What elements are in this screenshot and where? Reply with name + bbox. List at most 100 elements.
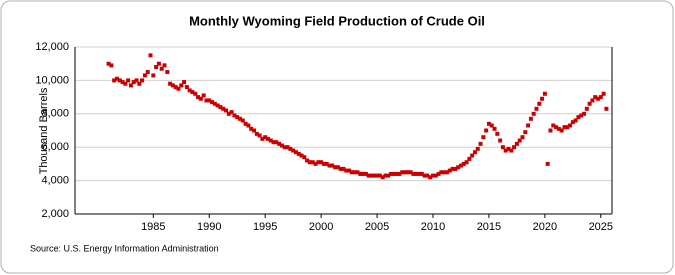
point — [305, 158, 310, 163]
y-tick-label: 12,000 — [35, 41, 69, 53]
point — [310, 160, 315, 165]
point — [201, 93, 206, 98]
point — [598, 95, 603, 100]
point — [221, 106, 226, 111]
point — [408, 170, 413, 175]
point — [528, 116, 533, 121]
point — [338, 166, 343, 171]
point — [363, 171, 368, 176]
point — [142, 73, 147, 78]
point — [380, 175, 385, 180]
point — [453, 166, 458, 171]
y-tick-label: 4,000 — [41, 175, 69, 187]
point — [134, 78, 139, 83]
point — [520, 135, 525, 140]
point — [190, 90, 195, 95]
point — [526, 123, 531, 128]
point — [478, 141, 483, 146]
point — [106, 61, 111, 66]
point — [352, 170, 357, 175]
point — [327, 163, 332, 168]
point — [517, 138, 522, 143]
point — [604, 106, 609, 111]
point — [260, 136, 265, 141]
x-tick-label: 2015 — [477, 221, 501, 233]
point — [470, 153, 475, 158]
point — [254, 131, 259, 136]
point — [358, 171, 363, 176]
point — [173, 85, 178, 90]
y-axis-label: Thousand Barrels — [38, 87, 50, 174]
point — [492, 126, 497, 131]
point — [422, 173, 427, 178]
x-tick-label: 2010 — [421, 221, 445, 233]
point — [565, 125, 570, 130]
point — [366, 173, 371, 178]
x-tick-label: 2020 — [533, 221, 557, 233]
point — [207, 98, 212, 103]
point — [156, 61, 161, 66]
point — [238, 116, 243, 121]
point — [232, 113, 237, 118]
point — [512, 145, 517, 150]
point — [484, 128, 489, 133]
point — [467, 156, 472, 161]
chart-title: Monthly Wyoming Field Production of Crud… — [189, 13, 485, 28]
y-tick-label: 10,000 — [35, 74, 69, 86]
point — [299, 153, 304, 158]
y-tick-label: 8,000 — [41, 108, 69, 120]
point — [411, 171, 416, 176]
point — [296, 151, 301, 156]
x-tick-label: 2005 — [365, 221, 389, 233]
point — [383, 173, 388, 178]
point — [170, 83, 175, 88]
point — [486, 121, 491, 126]
point — [456, 165, 461, 170]
point — [587, 101, 592, 106]
point — [229, 110, 234, 115]
point — [386, 173, 391, 178]
point — [506, 146, 511, 151]
point — [215, 103, 220, 108]
point — [481, 135, 486, 140]
point — [349, 170, 354, 175]
point — [179, 83, 184, 88]
point — [277, 141, 282, 146]
point — [431, 173, 435, 178]
point — [498, 138, 503, 143]
point — [397, 171, 402, 176]
point — [285, 145, 290, 150]
point — [154, 65, 159, 70]
point — [433, 173, 438, 178]
x-tick-label: 1990 — [197, 221, 221, 233]
point — [257, 133, 262, 138]
point — [126, 78, 131, 83]
point — [372, 173, 377, 178]
point — [274, 140, 279, 145]
point — [123, 81, 128, 86]
point — [596, 96, 601, 101]
point — [182, 80, 187, 85]
point — [168, 81, 173, 86]
point — [218, 105, 223, 110]
point — [347, 168, 352, 173]
point — [450, 166, 455, 171]
point — [235, 115, 240, 120]
point — [265, 136, 270, 141]
point — [442, 170, 447, 175]
point — [503, 148, 508, 153]
point — [405, 170, 410, 175]
y-tick-label: 2,000 — [41, 208, 69, 220]
point — [249, 126, 254, 131]
point — [554, 125, 559, 130]
point — [475, 146, 480, 151]
point — [355, 170, 360, 175]
point — [140, 78, 145, 83]
point — [224, 108, 229, 113]
point — [148, 53, 153, 58]
point — [324, 161, 329, 166]
point — [593, 95, 598, 100]
point — [472, 150, 477, 155]
point — [288, 146, 293, 151]
